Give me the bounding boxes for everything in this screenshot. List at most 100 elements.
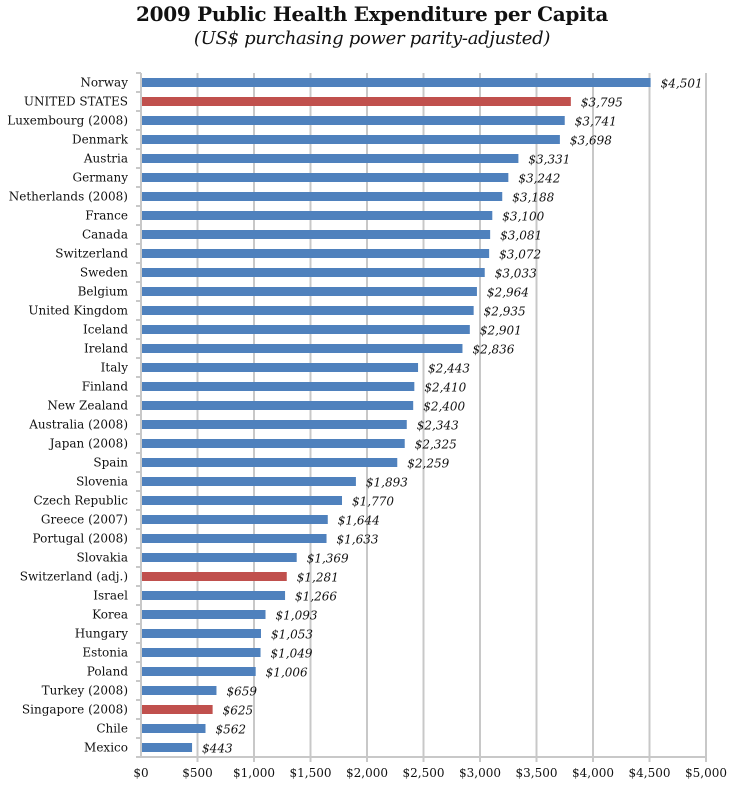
value-label: $3,100 — [502, 210, 544, 224]
bar — [142, 496, 343, 505]
bar — [142, 648, 261, 657]
gridlines — [196, 73, 707, 762]
x-tick-label: $1,000 — [233, 766, 275, 780]
value-label: $2,935 — [484, 305, 526, 319]
x-tick-label: $4,000 — [572, 766, 614, 780]
value-label: $3,188 — [512, 191, 554, 205]
value-label: $3,795 — [581, 96, 623, 110]
value-label: $2,964 — [487, 286, 529, 300]
value-label: $2,836 — [472, 343, 514, 357]
bar — [142, 344, 463, 353]
category-label: Chile — [96, 722, 128, 736]
bar — [142, 78, 651, 87]
category-label: Japan (2008) — [48, 437, 128, 451]
bar — [142, 401, 414, 410]
x-tick-label: $500 — [182, 766, 213, 780]
category-label: Iceland — [83, 323, 128, 337]
bar — [142, 629, 261, 638]
chart-title: 2009 Public Health Expenditure per Capit… — [135, 2, 609, 26]
x-tick-label: $5,000 — [685, 766, 727, 780]
bar — [142, 363, 419, 372]
bar — [142, 306, 474, 315]
value-label: $1,893 — [366, 476, 408, 490]
bar — [142, 743, 193, 752]
x-tick-label: $4,500 — [629, 766, 671, 780]
bar — [142, 287, 477, 296]
category-label: Slovakia — [77, 551, 128, 565]
value-label: $3,033 — [495, 267, 537, 281]
category-label: Czech Republic — [34, 494, 129, 508]
value-label: $2,400 — [423, 400, 465, 414]
value-label: $3,242 — [518, 172, 560, 186]
bar-highlighted — [142, 705, 213, 714]
value-label: $1,644 — [338, 514, 380, 528]
bar — [142, 515, 328, 524]
category-label: UNITED STATES — [24, 95, 128, 109]
category-label: Finland — [82, 380, 129, 394]
bar — [142, 686, 217, 695]
bar — [142, 534, 327, 543]
value-label: $2,443 — [428, 362, 470, 376]
value-label: $625 — [223, 704, 254, 718]
value-label: $2,901 — [480, 324, 522, 338]
value-label: $1,770 — [352, 495, 394, 509]
category-label: Slovenia — [76, 475, 128, 489]
category-label: Portugal (2008) — [33, 532, 129, 546]
bar — [142, 667, 256, 676]
value-label: $659 — [226, 685, 257, 699]
category-label: Greece (2007) — [41, 513, 128, 527]
value-label: $3,072 — [499, 248, 541, 262]
bar — [142, 477, 356, 486]
category-label: Mexico — [84, 741, 128, 755]
category-label: Norway — [80, 76, 128, 90]
value-label: $1,281 — [297, 571, 339, 585]
category-label: Italy — [101, 361, 129, 375]
category-labels: Norway UNITED STATES Luxembourg (2008) Denm… — [7, 76, 128, 755]
bar — [142, 249, 490, 258]
x-tick-label: $3,000 — [459, 766, 501, 780]
category-label: Canada — [82, 228, 128, 242]
bars — [142, 78, 651, 752]
bar — [142, 420, 407, 429]
category-label: Turkey (2008) — [42, 684, 128, 698]
category-label: Luxembourg (2008) — [7, 114, 128, 128]
bar — [142, 211, 493, 220]
category-label: Spain — [93, 456, 128, 470]
bar-highlighted — [142, 97, 571, 106]
category-label: Switzerland (adj.) — [20, 570, 128, 584]
value-label: $1,633 — [337, 533, 379, 547]
value-label: $2,343 — [417, 419, 459, 433]
value-label: $3,331 — [528, 153, 570, 167]
bar — [142, 268, 485, 277]
value-label: $443 — [202, 742, 233, 756]
bar — [142, 591, 286, 600]
x-tick-label: $3,500 — [516, 766, 558, 780]
bar — [142, 230, 491, 239]
x-tick-label: $2,000 — [346, 766, 388, 780]
value-label: $1,049 — [271, 647, 313, 661]
bar — [142, 192, 503, 201]
category-label: Austria — [83, 152, 128, 166]
category-label: Australia (2008) — [28, 418, 128, 432]
chart-subtitle: (US$ purchasing power parity-adjusted) — [193, 28, 551, 49]
value-label: $3,081 — [500, 229, 542, 243]
category-label: Sweden — [80, 266, 128, 280]
category-label: Korea — [92, 608, 128, 622]
category-label: Ireland — [84, 342, 128, 356]
bar — [142, 135, 560, 144]
value-label: $3,698 — [570, 134, 612, 148]
value-labels: $4,501 $3,795 $3,741 $3,698$3,331 $3,242 $3,1… — [202, 77, 703, 756]
value-label: $1,093 — [276, 609, 318, 623]
x-tick-label: $2,500 — [403, 766, 445, 780]
bar — [142, 610, 266, 619]
x-tick-label: $1,500 — [290, 766, 332, 780]
category-label: Hungary — [75, 627, 128, 641]
x-tick-label: $0 — [133, 766, 148, 780]
axes — [136, 72, 706, 758]
bar — [142, 325, 470, 334]
category-label: Germany — [73, 171, 129, 185]
value-label: $2,325 — [415, 438, 457, 452]
category-label: Israel — [93, 589, 128, 603]
category-label: France — [85, 209, 128, 223]
